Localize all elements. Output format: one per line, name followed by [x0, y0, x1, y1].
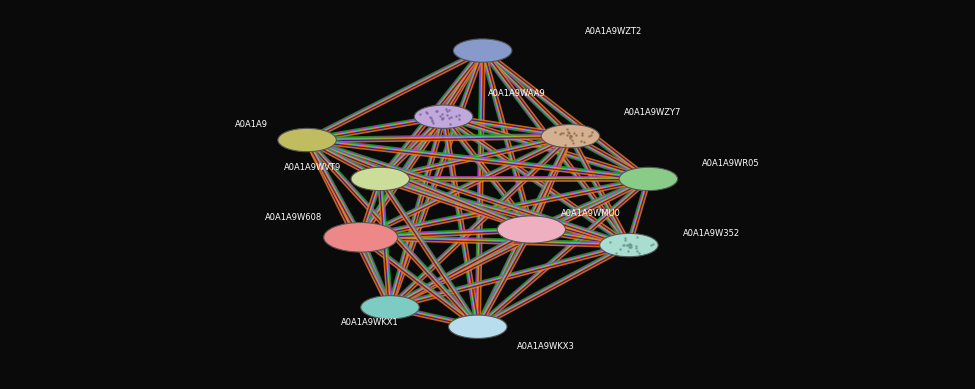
Text: A0A1A9WMU0: A0A1A9WMU0 — [561, 209, 620, 219]
Circle shape — [497, 216, 566, 243]
Circle shape — [414, 105, 473, 128]
Circle shape — [278, 128, 336, 152]
Text: A0A1A9W352: A0A1A9W352 — [682, 229, 740, 238]
Text: A0A1A9WVT9: A0A1A9WVT9 — [284, 163, 341, 172]
Text: A0A1A9WAA9: A0A1A9WAA9 — [488, 89, 545, 98]
Circle shape — [324, 223, 398, 252]
Text: A0A1A9WR05: A0A1A9WR05 — [702, 159, 760, 168]
Text: A0A1A9WKX1: A0A1A9WKX1 — [341, 318, 399, 328]
Circle shape — [453, 39, 512, 62]
Text: A0A1A9WZY7: A0A1A9WZY7 — [624, 108, 682, 117]
Circle shape — [619, 167, 678, 191]
Circle shape — [448, 315, 507, 338]
Text: A0A1A9WZT2: A0A1A9WZT2 — [585, 26, 643, 36]
Circle shape — [351, 167, 410, 191]
Text: A0A1A9: A0A1A9 — [235, 120, 268, 129]
Circle shape — [361, 296, 419, 319]
Circle shape — [600, 233, 658, 257]
Text: A0A1A9W608: A0A1A9W608 — [264, 213, 322, 223]
Circle shape — [541, 124, 600, 148]
Text: A0A1A9WKX3: A0A1A9WKX3 — [517, 342, 574, 351]
